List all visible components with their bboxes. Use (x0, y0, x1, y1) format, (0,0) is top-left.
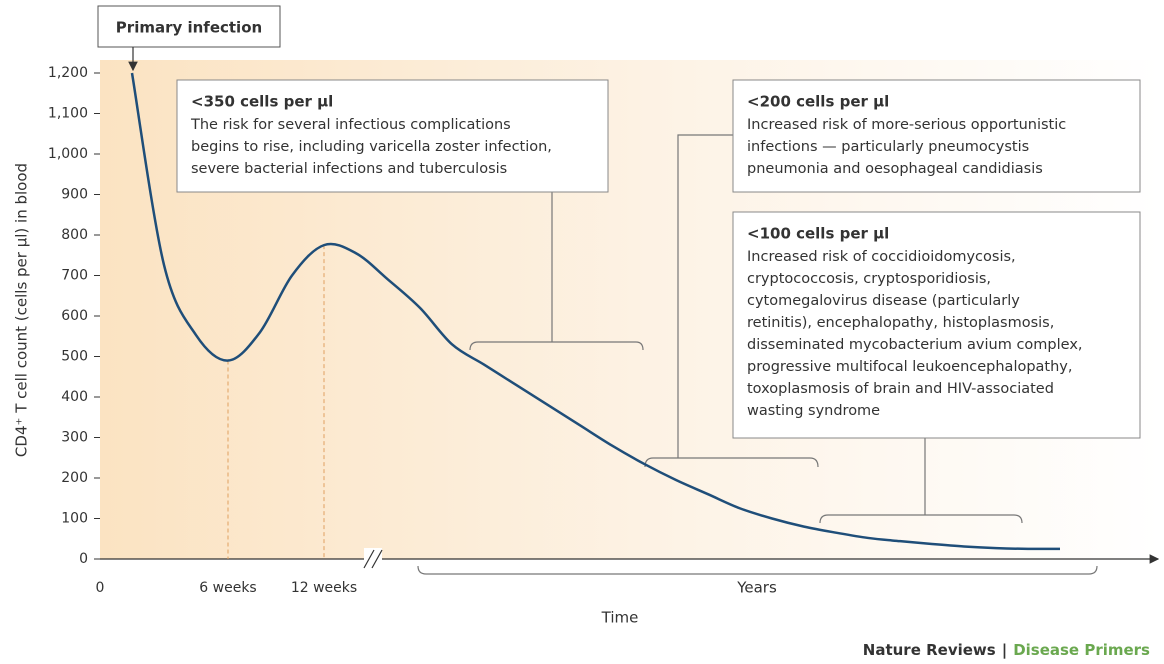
y-axis-label: CD4⁺ T cell count (cells per μl) in bloo… (13, 163, 31, 457)
y-tick-label: 100 (61, 511, 88, 527)
annotation-box (732, 79, 1141, 193)
annotation-line: begins to rise, including varicella zost… (191, 139, 552, 155)
bracket (644, 134, 819, 468)
annotation-line: disseminated mycobacterium avium complex… (747, 337, 1083, 353)
footer: Nature Reviews | Disease Primers (863, 641, 1150, 660)
annotation-line: infections — particularly pneumocystis (747, 139, 1029, 155)
footer-separator: | (1002, 641, 1007, 660)
annotation-title: <350 cells per μl (191, 93, 333, 111)
axis-break (363, 549, 383, 569)
annotation-line: cytomegalovirus disease (particularly (747, 293, 1020, 309)
annotation-line: wasting syndrome (747, 403, 880, 419)
annotation-title: <200 cells per μl (747, 93, 889, 111)
annotation-line: severe bacterial infections and tubercul… (191, 161, 507, 177)
y-tick-label: 1,200 (48, 65, 88, 81)
y-tick-label: 0 (79, 551, 88, 567)
y-tick-label: 500 (61, 349, 88, 365)
x-tick-label: 0 (96, 580, 105, 596)
footer-left: Nature Reviews (863, 641, 996, 659)
annotation-box (176, 79, 609, 193)
y-tick-label: 800 (61, 227, 88, 243)
y-tick-label: 900 (61, 187, 88, 203)
annotation-line: The risk for several infectious complica… (190, 117, 511, 133)
x-tick-label: 12 weeks (291, 580, 357, 596)
y-tick-label: 700 (61, 268, 88, 284)
annotation-line: pneumonia and oesophageal candidiasis (747, 161, 1043, 177)
y-tick-label: 300 (61, 430, 88, 446)
annotation-title: <100 cells per μl (747, 225, 889, 243)
x-tick-label: 6 weeks (199, 580, 256, 596)
line (130, 72, 1061, 551)
annotation-box (732, 211, 1141, 439)
y-tick-label: 1,100 (48, 106, 88, 122)
annotation-line: retinitis), encephalopathy, histoplasmos… (747, 315, 1054, 331)
annotation-line: Increased risk of more-serious opportuni… (747, 117, 1066, 133)
x-axis-label: Time (601, 609, 639, 627)
start-label: Primary infection (116, 19, 262, 37)
bracket (819, 438, 1023, 524)
annotation-line: toxoplasmosis of brain and HIV-associate… (747, 381, 1054, 397)
start-box (97, 5, 281, 48)
annotation-line: cryptococcosis, cryptosporidiosis, (747, 271, 991, 287)
annotation-line: Increased risk of coccidioidomycosis, (747, 249, 1016, 265)
years-label: Years (736, 579, 777, 597)
axis-break-gap (364, 548, 382, 570)
bracket (469, 192, 644, 351)
years-bracket (417, 565, 1098, 575)
layout (97, 5, 1160, 575)
y-tick-label: 400 (61, 389, 88, 405)
y-tick-label: 1,000 (48, 146, 88, 162)
y-tick-label: 600 (61, 308, 88, 324)
annotation-line: progressive multifocal leukoencephalopat… (747, 359, 1073, 375)
y-tick-label: 200 (61, 470, 88, 486)
footer-right: Disease Primers (1013, 641, 1150, 659)
